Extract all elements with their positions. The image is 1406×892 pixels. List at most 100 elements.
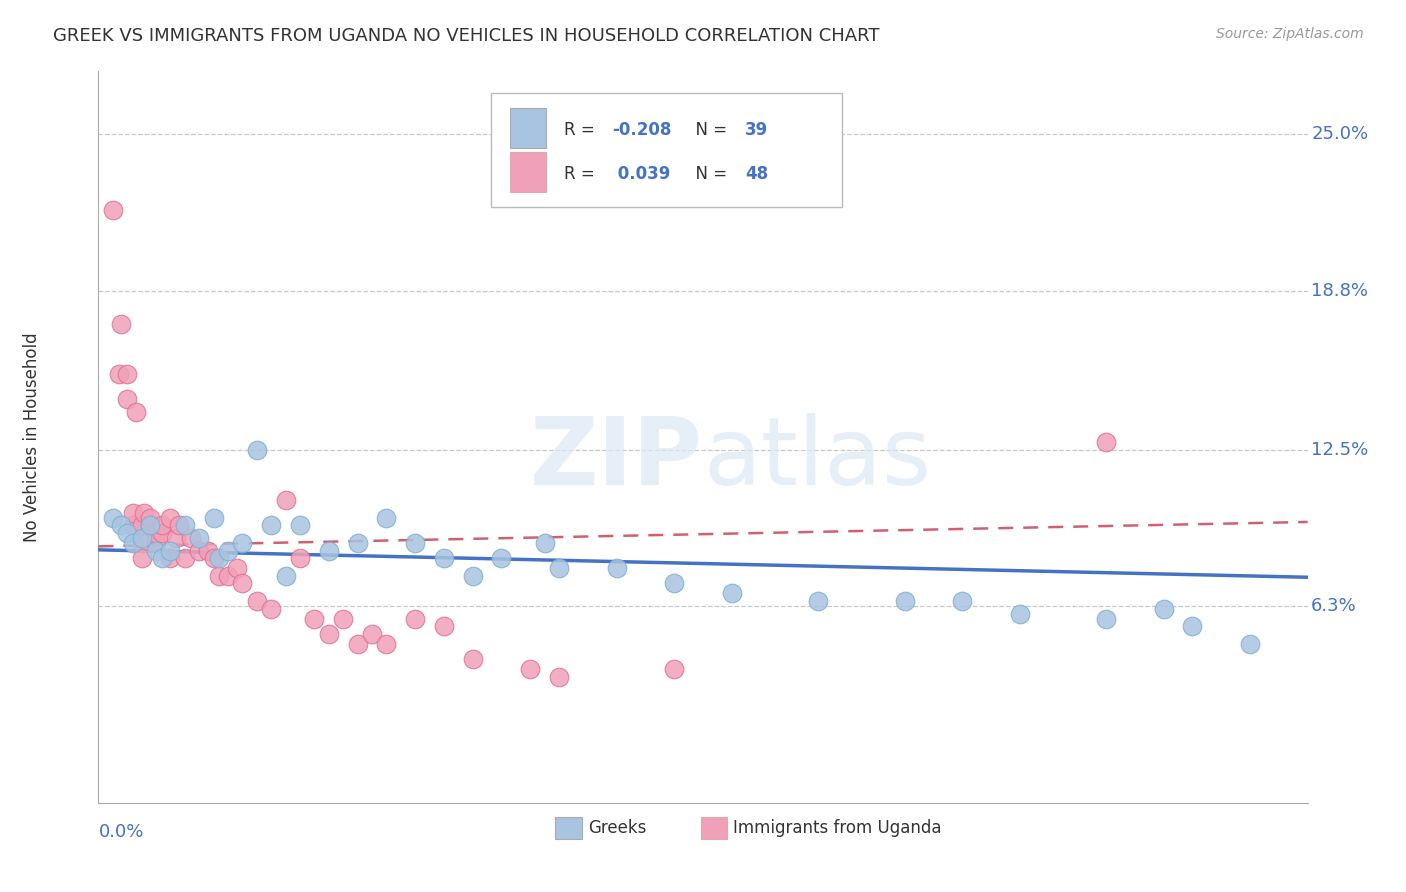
Text: N =: N =: [685, 165, 733, 183]
Point: [225, 561, 247, 575]
Point: [122, 518, 145, 533]
Bar: [700, 817, 727, 839]
Point: [304, 612, 326, 626]
Point: [188, 543, 211, 558]
Point: [159, 543, 181, 558]
Point: [150, 525, 173, 540]
Point: [107, 367, 129, 381]
Point: [101, 203, 124, 218]
Point: [1181, 619, 1204, 633]
Point: [139, 518, 162, 533]
Text: 25.0%: 25.0%: [1312, 126, 1368, 144]
Point: [950, 594, 973, 608]
Point: [246, 442, 269, 457]
Point: [165, 531, 187, 545]
Point: [664, 576, 686, 591]
Point: [288, 518, 311, 533]
Text: 0.0%: 0.0%: [98, 823, 143, 841]
Point: [131, 536, 153, 550]
Point: [404, 612, 426, 626]
Point: [122, 506, 145, 520]
Point: [807, 594, 830, 608]
FancyBboxPatch shape: [492, 94, 842, 207]
Point: [217, 569, 239, 583]
Point: [197, 543, 219, 558]
Text: Greeks: Greeks: [588, 820, 647, 838]
Point: [461, 569, 484, 583]
Point: [433, 619, 456, 633]
Point: [1095, 435, 1118, 450]
Point: [173, 551, 195, 566]
Point: [217, 543, 239, 558]
Point: [548, 670, 571, 684]
Point: [664, 662, 686, 676]
Point: [404, 536, 426, 550]
Point: [274, 493, 297, 508]
Point: [202, 551, 225, 566]
Point: [167, 518, 190, 533]
Point: [173, 518, 195, 533]
Text: Immigrants from Uganda: Immigrants from Uganda: [734, 820, 942, 838]
Text: 39: 39: [745, 121, 769, 139]
Point: [720, 586, 742, 600]
Point: [332, 612, 354, 626]
Point: [150, 518, 173, 533]
Text: atlas: atlas: [703, 413, 931, 505]
Point: [145, 536, 167, 550]
Text: -0.208: -0.208: [613, 121, 672, 139]
Point: [346, 536, 368, 550]
Point: [122, 536, 145, 550]
Point: [893, 594, 915, 608]
Point: [125, 405, 148, 419]
Point: [288, 551, 311, 566]
Point: [159, 510, 181, 524]
Text: 6.3%: 6.3%: [1312, 597, 1357, 615]
Point: [318, 627, 340, 641]
Point: [134, 506, 156, 520]
Point: [145, 525, 167, 540]
Point: [202, 510, 225, 524]
Point: [1008, 607, 1031, 621]
Point: [548, 561, 571, 575]
Bar: [555, 817, 582, 839]
Text: 0.039: 0.039: [613, 165, 671, 183]
Point: [101, 510, 124, 524]
Text: 48: 48: [745, 165, 769, 183]
Point: [208, 551, 231, 566]
Point: [115, 367, 138, 381]
Point: [110, 518, 132, 533]
Point: [260, 518, 283, 533]
Bar: [509, 152, 546, 192]
Point: [433, 551, 456, 566]
Text: No Vehicles in Household: No Vehicles in Household: [22, 332, 41, 542]
Point: [246, 594, 269, 608]
Point: [231, 576, 253, 591]
Text: 18.8%: 18.8%: [1312, 282, 1368, 300]
Point: [318, 543, 340, 558]
Text: R =: R =: [564, 121, 600, 139]
Point: [188, 531, 211, 545]
Point: [533, 536, 555, 550]
Point: [361, 627, 384, 641]
Point: [231, 536, 253, 550]
Text: N =: N =: [685, 121, 733, 139]
Bar: [509, 108, 546, 148]
Point: [519, 662, 541, 676]
Point: [131, 531, 153, 545]
Point: [139, 510, 162, 524]
Point: [208, 569, 231, 583]
Point: [1153, 601, 1175, 615]
Point: [145, 543, 167, 558]
Point: [180, 531, 202, 545]
Text: R =: R =: [564, 165, 600, 183]
Point: [150, 551, 173, 566]
Point: [375, 637, 398, 651]
Point: [159, 551, 181, 566]
Point: [110, 317, 132, 331]
Point: [274, 569, 297, 583]
Point: [131, 551, 153, 566]
Text: 12.5%: 12.5%: [1312, 441, 1368, 458]
Point: [346, 637, 368, 651]
Point: [260, 601, 283, 615]
Text: Source: ZipAtlas.com: Source: ZipAtlas.com: [1216, 27, 1364, 41]
